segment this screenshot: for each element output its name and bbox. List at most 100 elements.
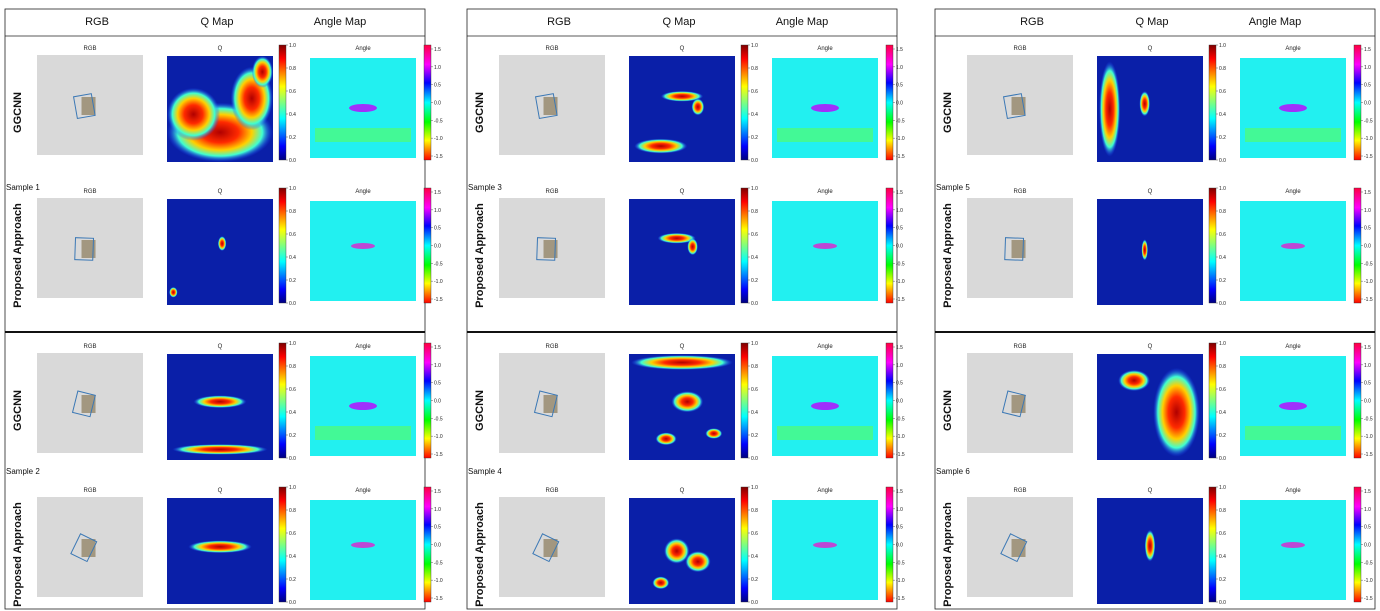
q-panel-title: Q — [218, 46, 223, 52]
grasp-box — [71, 390, 96, 418]
angle-colorbar-tick-label: 1.5 — [434, 190, 441, 196]
angle-colorbar-tick-label: 0.5 — [896, 83, 903, 89]
heat-blob — [1144, 529, 1156, 562]
q-colorbar-tick-label: 1.0 — [289, 341, 296, 347]
angle-colorbar-tick-label: -1.0 — [896, 578, 905, 584]
result-row: GGCNN RGB Q Angle — [12, 344, 416, 460]
q-map — [629, 199, 735, 305]
angle-colorbar-tick-label: -0.5 — [896, 118, 905, 124]
angle-colorbar-tick-label: 0.5 — [434, 525, 441, 531]
q-colorbar-gradient — [1208, 187, 1217, 304]
q-colorbar: 1.0 0.8 0.6 0.4 0.2 0.0 — [278, 43, 296, 164]
q-colorbar-tick-label: 0.4 — [289, 255, 296, 261]
angle-colorbar-tick-label: 0.5 — [1364, 381, 1371, 387]
angle-colorbar-tick-label: 1.0 — [896, 363, 903, 369]
q-colorbar: 1.0 0.8 0.6 0.4 0.2 0.0 — [1208, 341, 1226, 462]
q-colorbar-tick-label: 0.8 — [751, 508, 758, 514]
angle-colorbar-tick-label: -1.0 — [1364, 434, 1373, 440]
angle-colorbar-tick-label: -1.5 — [1364, 297, 1373, 303]
angle-colorbar-tick-label: -1.0 — [1364, 578, 1373, 584]
angle-map — [310, 500, 416, 600]
angle-colorbar: 1.5 1.0 0.5 0.0 -0.5 -1.0 -1.5 — [885, 342, 905, 459]
grasp-box — [533, 390, 558, 418]
angle-noise — [315, 128, 411, 142]
angle-colorbar-tick-label: -0.5 — [1364, 261, 1373, 267]
grasp-box — [72, 93, 96, 120]
angle-panel-title: Angle — [355, 189, 371, 195]
object-shape — [1011, 539, 1026, 557]
angle-colorbar-gradient — [1353, 44, 1362, 161]
angle-colorbar-tick-label: -0.5 — [434, 261, 443, 267]
angle-colorbar: 1.5 1.0 0.5 0.0 -0.5 -1.0 -1.5 — [1353, 342, 1373, 459]
q-panel-title: Q — [680, 488, 685, 494]
angle-panel-title: Angle — [1285, 344, 1301, 350]
rgb-panel-title: RGB — [1013, 46, 1026, 52]
angle-colorbar: 1.5 1.0 0.5 0.0 -0.5 -1.0 -1.5 — [885, 44, 905, 161]
angle-blob — [1279, 104, 1307, 112]
q-colorbar-tick-label: 0.8 — [1219, 508, 1226, 514]
q-colorbar-tick-label: 0.6 — [751, 89, 758, 95]
angle-colorbar: 1.5 1.0 0.5 0.0 -0.5 -1.0 -1.5 — [885, 187, 905, 304]
angle-colorbar-tick-label: 1.0 — [896, 507, 903, 513]
angle-colorbar: 1.5 1.0 0.5 0.0 -0.5 -1.0 -1.5 — [1353, 486, 1373, 603]
angle-panel-title: Angle — [355, 46, 371, 52]
q-colorbar: 1.0 0.8 0.6 0.4 0.2 0.0 — [278, 341, 296, 462]
angle-colorbar-tick-label: -0.5 — [434, 560, 443, 566]
q-colorbar: 1.0 0.8 0.6 0.4 0.2 0.0 — [278, 485, 296, 606]
q-colorbar: 1.0 0.8 0.6 0.4 0.2 0.0 — [1208, 485, 1226, 606]
q-colorbar: 1.0 0.8 0.6 0.4 0.2 0.0 — [740, 341, 758, 462]
heat-blob — [685, 551, 711, 573]
q-panel-title: Q — [1148, 189, 1153, 195]
angle-colorbar-tick-label: 0.5 — [896, 525, 903, 531]
q-colorbar-tick-label: 0.0 — [751, 301, 758, 307]
q-colorbar-gradient — [278, 44, 287, 161]
grasp-box — [532, 533, 560, 563]
q-panel-title: Q — [218, 344, 223, 350]
row-label: GGCNN — [12, 92, 24, 133]
q-colorbar-gradient — [278, 486, 287, 603]
row-label: Proposed Approach — [12, 502, 24, 607]
row-label: GGCNN — [474, 92, 486, 133]
angle-colorbar-tick-label: -1.5 — [896, 297, 905, 303]
angle-colorbar: 1.5 1.0 0.5 0.0 -0.5 -1.0 -1.5 — [1353, 187, 1373, 304]
block-frame — [466, 8, 898, 610]
grasp-box — [74, 237, 95, 261]
angle-colorbar-tick-label: 0.5 — [434, 83, 441, 89]
q-colorbar-tick-label: 1.0 — [289, 43, 296, 49]
q-colorbar-tick-label: 0.2 — [751, 278, 758, 284]
q-colorbar-gradient — [1208, 486, 1217, 603]
q-colorbar-gradient — [1208, 44, 1217, 161]
grasp-box — [1002, 93, 1026, 120]
q-colorbar-tick-label: 0.4 — [1219, 255, 1226, 261]
angle-colorbar-tick-label: 0.5 — [1364, 226, 1371, 232]
angle-colorbar-tick-label: 1.0 — [434, 507, 441, 513]
angle-blob — [1281, 243, 1305, 249]
angle-colorbar-tick-label: -0.5 — [896, 261, 905, 267]
angle-blob — [1281, 542, 1305, 548]
angle-colorbar-gradient — [885, 342, 894, 459]
q-colorbar-tick-label: 0.2 — [1219, 278, 1226, 284]
q-colorbar-tick-label: 0.0 — [289, 158, 296, 164]
grasp-box — [1004, 237, 1025, 261]
angle-noise — [1245, 426, 1341, 440]
q-panel-title: Q — [1148, 488, 1153, 494]
q-colorbar-tick-label: 0.2 — [289, 135, 296, 141]
heat-blob — [691, 98, 705, 116]
angle-noise — [1245, 128, 1341, 142]
q-colorbar-tick-label: 0.2 — [751, 577, 758, 583]
object-shape — [543, 97, 558, 115]
q-panel-title: Q — [1148, 46, 1153, 52]
grasp-box — [1001, 390, 1026, 418]
q-colorbar-tick-label: 1.0 — [289, 485, 296, 491]
angle-colorbar-tick-label: 0.0 — [1364, 399, 1371, 405]
sample-label: Sample 3 — [468, 183, 502, 192]
column-header: Q Map — [662, 16, 695, 28]
q-colorbar-tick-label: 0.2 — [289, 278, 296, 284]
angle-colorbar-gradient — [1353, 486, 1362, 603]
angle-blob — [813, 243, 837, 249]
object-shape — [543, 539, 558, 557]
object-shape — [81, 240, 96, 258]
angle-colorbar-tick-label: -1.5 — [1364, 154, 1373, 160]
angle-panel-title: Angle — [355, 488, 371, 494]
angle-colorbar-tick-label: 1.0 — [896, 208, 903, 214]
